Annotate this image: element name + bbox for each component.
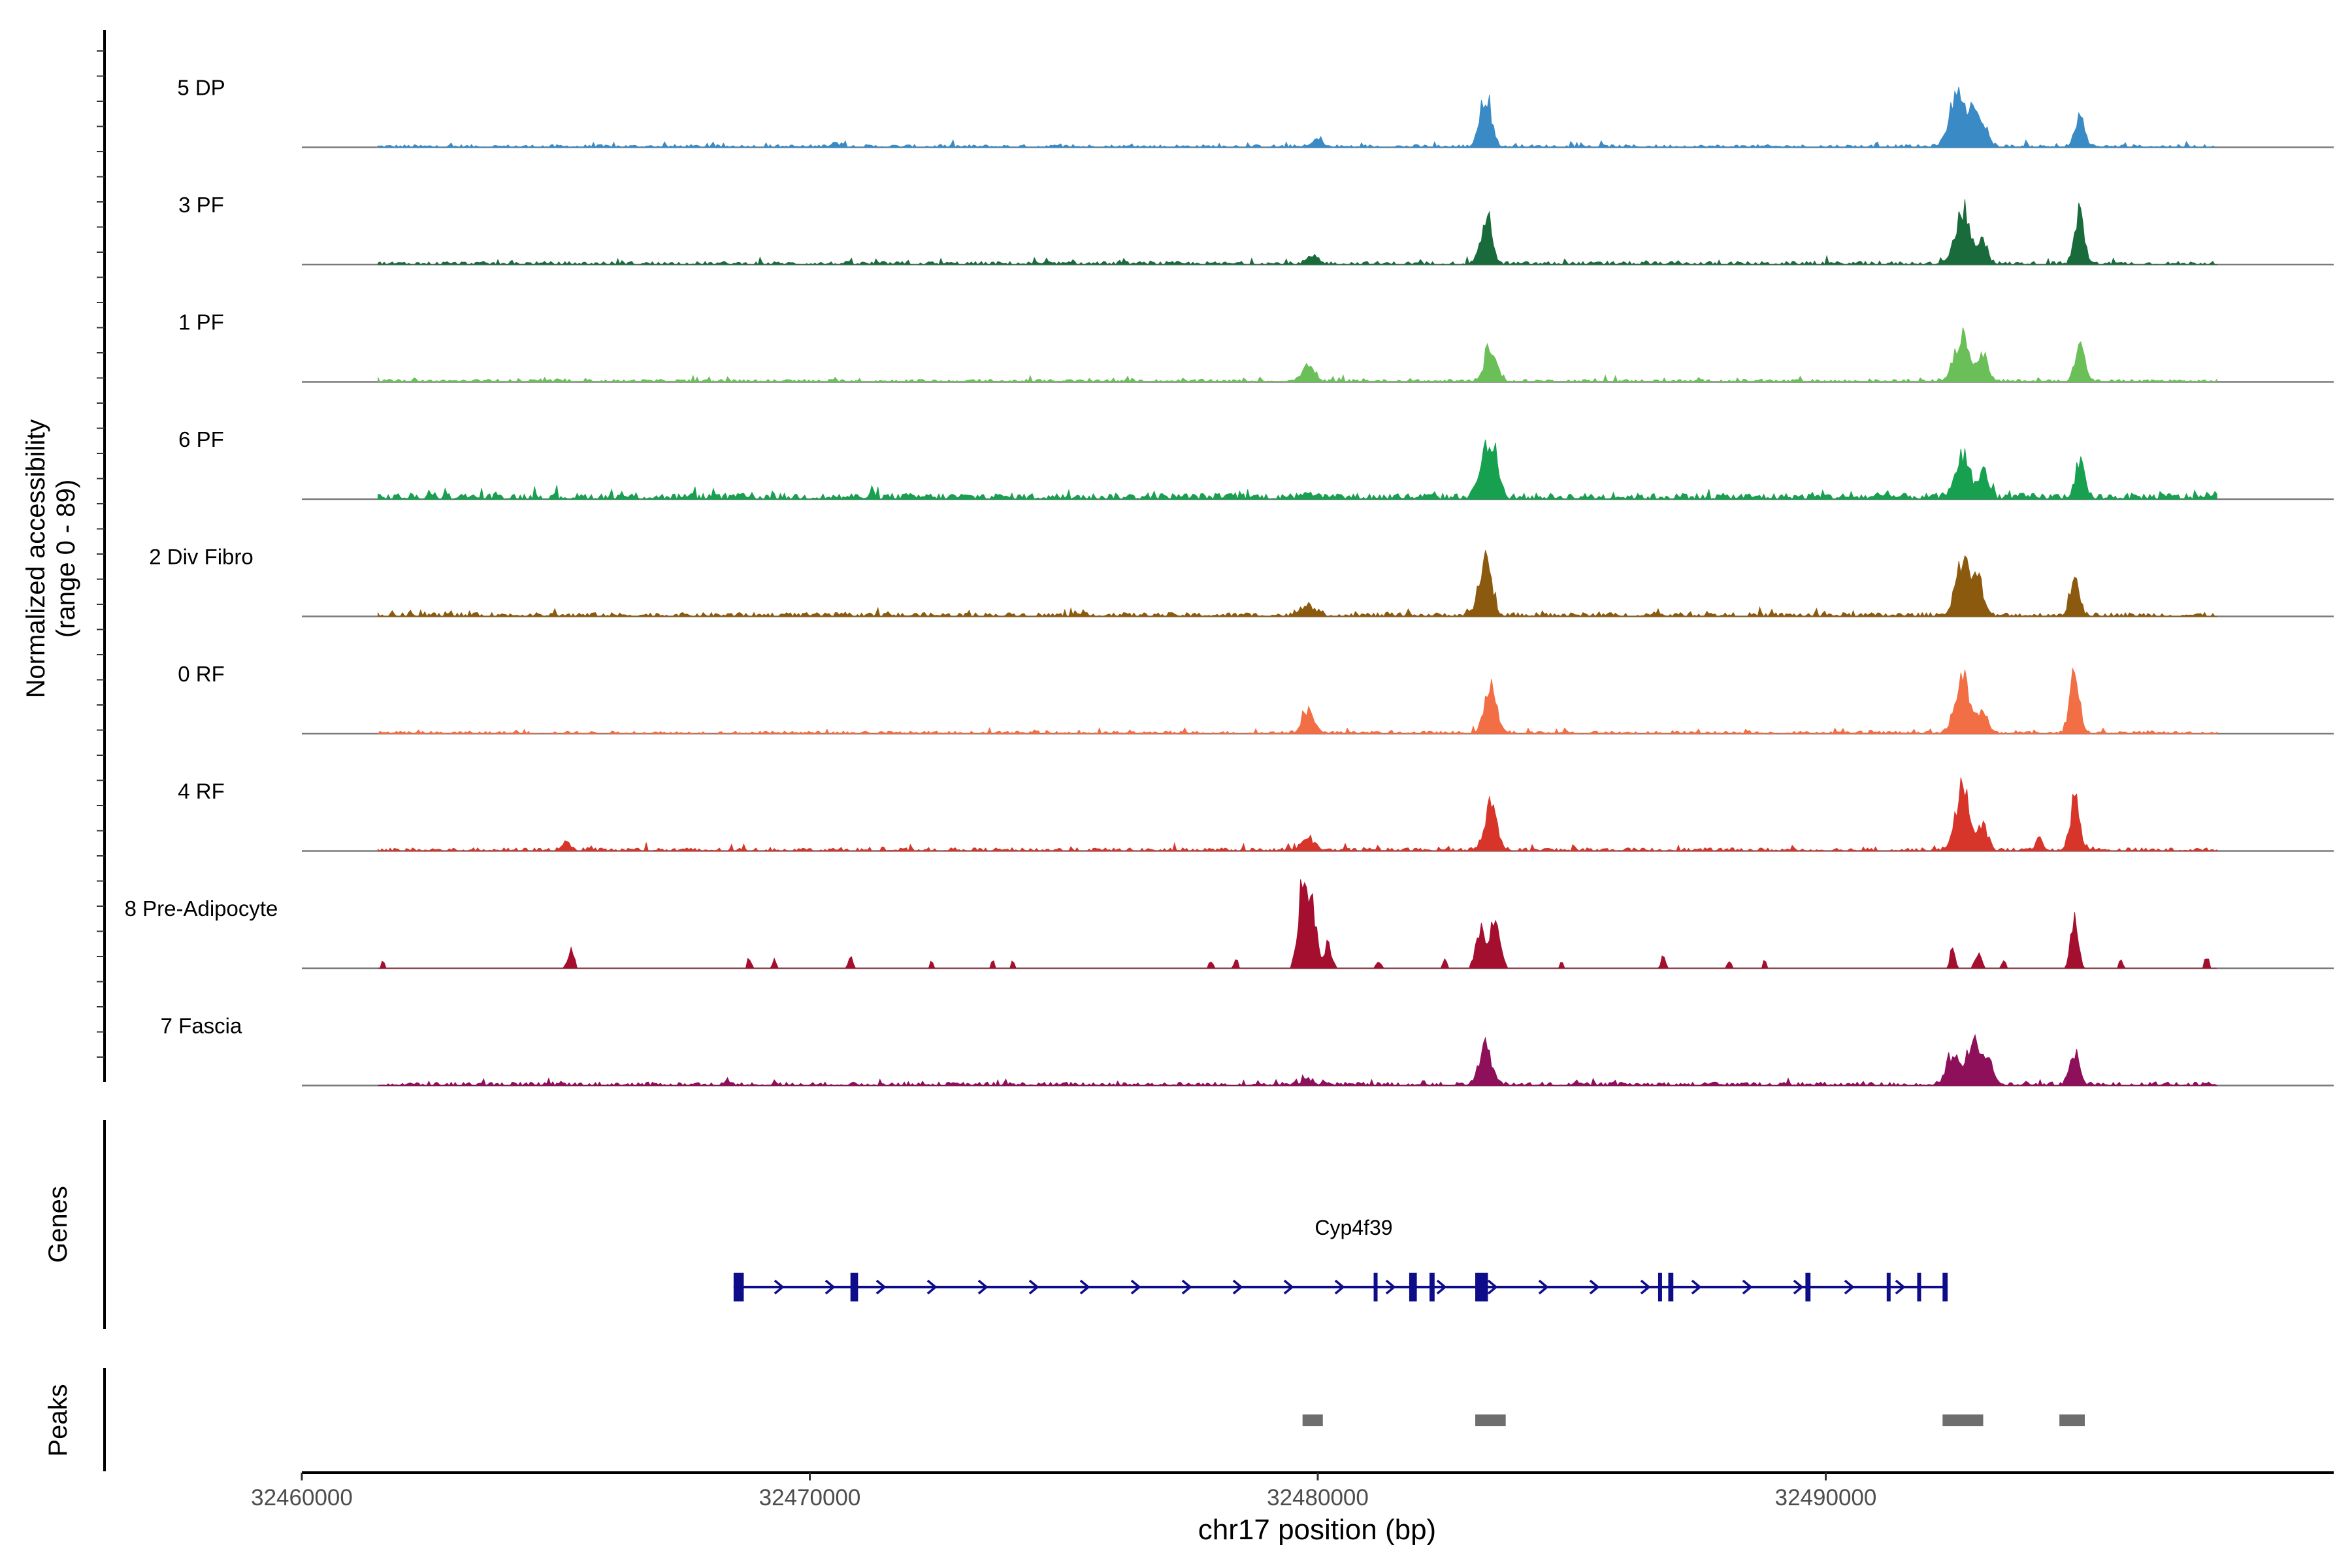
strand-arrow: [1079, 1279, 1090, 1295]
gene-exon: [850, 1273, 858, 1301]
strand-arrow: [1895, 1279, 1906, 1295]
track-coverage-area: [378, 439, 2217, 500]
strand-arrow: [1436, 1279, 1447, 1295]
track-coverage-area: [378, 327, 2217, 383]
peaks-panel-label: Peaks: [44, 1384, 73, 1456]
track-label: 8 Pre-Adipocyte: [125, 896, 278, 921]
gene-exon: [1429, 1273, 1435, 1301]
track-4-rf: 4 RF: [178, 777, 2334, 852]
gene-exon: [1373, 1273, 1378, 1301]
strand-arrow: [1640, 1279, 1651, 1295]
strand-arrow: [774, 1279, 785, 1295]
track-2-div-fibro: 2 Div Fibro: [149, 545, 2334, 617]
gene-model: Cyp4f39: [733, 1216, 1948, 1301]
track-1-pf: 1 PF: [178, 310, 2334, 383]
y-axis-label-line1: Normalized accessibility: [22, 419, 50, 698]
track-8-pre-adipocyte: 8 Pre-Adipocyte: [125, 879, 2334, 970]
gene-exon: [1917, 1273, 1921, 1301]
coverage-tracks: 5 DP 3 PF 1 PF 6 PF 2 Div Fibro 0 RF 4 RF 8 Pre…: [125, 76, 2334, 1086]
track-coverage-area: [378, 199, 2217, 266]
strand-arrow: [926, 1279, 938, 1295]
gene-exon: [1942, 1273, 1948, 1301]
gene-exon: [1886, 1273, 1891, 1301]
track-5-dp: 5 DP: [177, 76, 2334, 148]
track-coverage-area: [378, 1034, 2218, 1086]
track-coverage-area: [378, 879, 2217, 969]
track-label: 0 RF: [178, 662, 225, 686]
strand-arrow: [1589, 1279, 1600, 1295]
strand-arrow: [1028, 1279, 1039, 1295]
strand-arrow: [1385, 1279, 1396, 1295]
x-tick-label: 32470000: [759, 1485, 861, 1511]
genes-panel-label: Genes: [44, 1186, 73, 1263]
gene-exon: [733, 1273, 744, 1301]
track-coverage-area: [378, 550, 2217, 617]
peak-region-track: [1302, 1414, 2085, 1426]
strand-arrow: [1793, 1279, 1804, 1295]
track-coverage-area: [377, 667, 2217, 734]
peak-region: [2059, 1414, 2085, 1426]
strand-arrow: [1181, 1279, 1192, 1295]
track-7-fascia: 7 Fascia: [161, 1014, 2334, 1086]
peak-region: [1942, 1414, 1984, 1426]
strand-arrow: [977, 1279, 988, 1295]
track-label: 1 PF: [178, 310, 224, 335]
strand-arrow: [825, 1279, 836, 1295]
gene-name-label: Cyp4f39: [1315, 1216, 1392, 1239]
strand-arrow: [1844, 1279, 1855, 1295]
track-label: 5 DP: [177, 76, 225, 100]
y-axis-label-line2: (range 0 - 89): [52, 480, 80, 638]
strand-arrow: [1691, 1279, 1702, 1295]
gene-exon: [1668, 1273, 1674, 1301]
x-tick-label: 32460000: [251, 1485, 353, 1511]
gene-exon: [1658, 1273, 1662, 1301]
track-label: 6 PF: [178, 427, 224, 451]
strand-arrow: [1283, 1279, 1294, 1295]
coverage-y-label: Normalized accessibility (range 0 - 89): [22, 419, 80, 698]
track-label: 4 RF: [178, 779, 225, 804]
strand-arrow: [1130, 1279, 1141, 1295]
strand-arrow: [1487, 1279, 1498, 1295]
track-coverage-area: [378, 86, 2217, 148]
x-axis-label: chr17 position (bp): [1198, 1514, 1436, 1546]
x-axis-ticks: 32460000 32470000 32480000 32490000: [251, 1473, 1876, 1511]
track-label: 7 Fascia: [161, 1014, 242, 1038]
gene-exon: [1475, 1273, 1488, 1301]
strand-arrow: [1334, 1279, 1345, 1295]
strand-arrow: [1742, 1279, 1753, 1295]
strand-arrow: [875, 1279, 887, 1295]
peak-region: [1302, 1414, 1323, 1426]
strand-arrow: [1232, 1279, 1243, 1295]
x-tick-label: 32490000: [1775, 1485, 1877, 1511]
track-0-rf: 0 RF: [178, 662, 2334, 735]
coverage-y-ticks: [97, 50, 105, 1058]
track-3-pf: 3 PF: [178, 193, 2334, 266]
gene-annotation-track: Cyp4f39: [733, 1216, 1948, 1301]
strand-arrow: [1538, 1279, 1549, 1295]
gene-exon: [1805, 1273, 1811, 1301]
track-label: 3 PF: [178, 193, 224, 217]
x-tick-label: 32480000: [1267, 1485, 1369, 1511]
gene-exon: [1409, 1273, 1417, 1301]
track-label: 2 Div Fibro: [149, 545, 253, 569]
track-6-pf: 6 PF: [178, 427, 2334, 500]
track-coverage-area: [378, 777, 2217, 852]
peak-region: [1475, 1414, 1506, 1426]
